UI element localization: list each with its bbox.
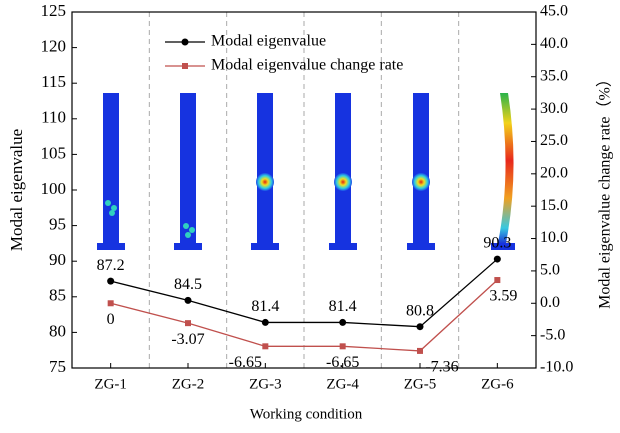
point bbox=[494, 277, 500, 283]
point bbox=[185, 297, 192, 304]
point bbox=[417, 348, 423, 354]
y2-tick-label: 20.0 bbox=[540, 164, 568, 181]
data-label: 90.3 bbox=[483, 235, 511, 252]
data-label: 80.8 bbox=[406, 302, 434, 319]
data-label: -6.65 bbox=[326, 354, 359, 371]
y2-tick-label: 0.0 bbox=[540, 294, 560, 311]
point bbox=[340, 343, 346, 349]
point bbox=[262, 319, 269, 326]
y2-tick-label: 25.0 bbox=[540, 132, 568, 149]
point bbox=[262, 343, 268, 349]
y2-tick-label: 45.0 bbox=[540, 3, 568, 20]
y2-tick-label: 15.0 bbox=[540, 197, 568, 214]
point bbox=[339, 319, 346, 326]
data-label: 3.59 bbox=[489, 288, 517, 305]
data-label: -3.07 bbox=[171, 331, 204, 348]
legend-label: Modal eigenvalue bbox=[211, 33, 326, 50]
y-tick-label: 90 bbox=[49, 250, 66, 269]
data-label: 0 bbox=[107, 311, 115, 328]
x-tick-label: ZG-3 bbox=[249, 376, 282, 392]
data-label: 81.4 bbox=[329, 298, 357, 315]
y-tick-label: 100 bbox=[41, 179, 67, 198]
x-tick-label: ZG-2 bbox=[172, 376, 205, 392]
legend-marker bbox=[182, 39, 189, 46]
data-label: -7.36 bbox=[425, 359, 458, 376]
y-tick-label: 110 bbox=[41, 108, 66, 127]
point bbox=[107, 278, 114, 285]
legend-label: Modal eigenvalue change rate bbox=[211, 57, 403, 74]
x-tick-label: ZG-5 bbox=[404, 376, 437, 392]
y-tick-label: 125 bbox=[41, 1, 67, 20]
data-label: 84.5 bbox=[174, 276, 202, 293]
y-axis-title: Modal eigenvalue bbox=[7, 129, 26, 251]
point bbox=[108, 300, 114, 306]
x-tick-label: ZG-1 bbox=[94, 376, 127, 392]
y-tick-label: 115 bbox=[41, 72, 66, 91]
x-axis-title: Working condition bbox=[250, 406, 363, 422]
data-label: 87.2 bbox=[97, 257, 125, 274]
data-label: -6.65 bbox=[229, 354, 262, 371]
x-tick-label: ZG-4 bbox=[326, 376, 359, 392]
y2-tick-label: 5.0 bbox=[540, 262, 560, 279]
y-tick-label: 80 bbox=[49, 321, 66, 340]
column-images bbox=[97, 93, 515, 250]
y2-tick-label: 40.0 bbox=[540, 35, 568, 52]
y2-axis-title: Modal eigenvalue change rate（%） bbox=[596, 71, 614, 309]
point bbox=[494, 256, 501, 263]
point bbox=[185, 320, 191, 326]
legend-marker bbox=[182, 63, 188, 69]
y2-tick-label: 10.0 bbox=[540, 229, 568, 246]
y-tick-label: 120 bbox=[41, 37, 67, 56]
x-tick-label: ZG-6 bbox=[481, 376, 514, 392]
y-tick-label: 95 bbox=[49, 215, 66, 234]
point bbox=[417, 323, 424, 330]
page: Working condition Modal eigenvalue Modal… bbox=[0, 0, 620, 433]
y2-tick-label: 35.0 bbox=[540, 67, 568, 84]
chart: Working condition Modal eigenvalue Modal… bbox=[0, 0, 620, 433]
y-tick-label: 105 bbox=[41, 143, 67, 162]
y2-tick-label: -5.0 bbox=[540, 326, 565, 343]
data-label: 81.4 bbox=[251, 298, 279, 315]
y-tick-label: 75 bbox=[49, 357, 66, 376]
y-tick-label: 85 bbox=[49, 286, 66, 305]
y2-tick-label: 30.0 bbox=[540, 100, 568, 117]
y2-tick-label: -10.0 bbox=[540, 359, 573, 376]
